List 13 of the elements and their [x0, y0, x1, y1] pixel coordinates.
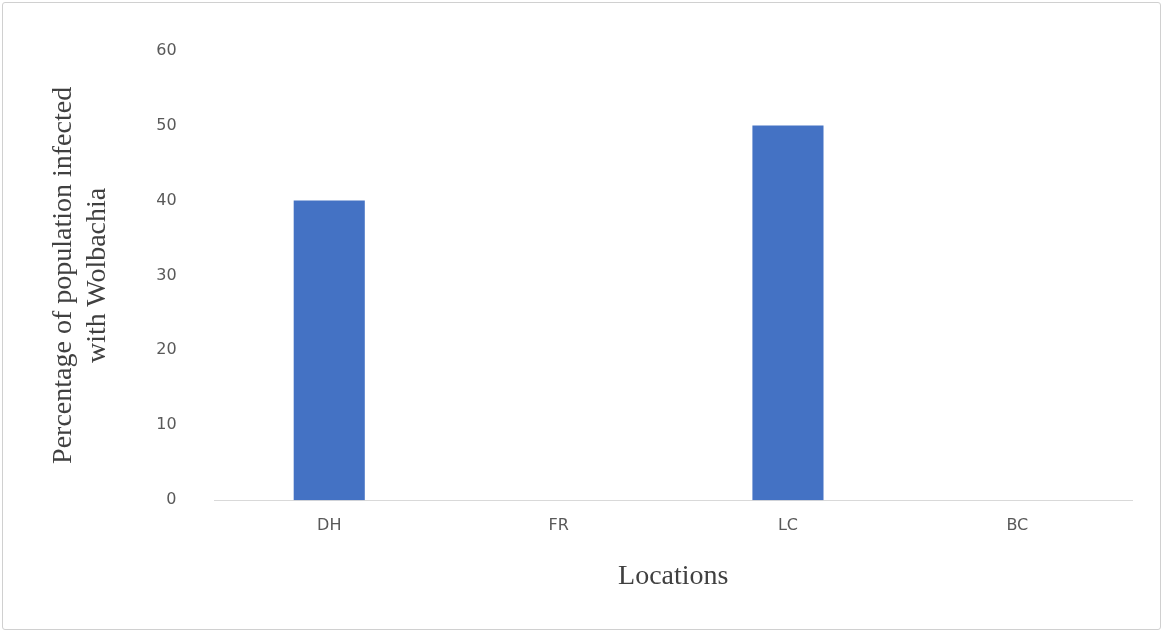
x-tick-label: BC	[1006, 514, 1029, 534]
y-tick-label: 20	[156, 339, 177, 359]
y-axis-title: Percentage of population infected with Wolbachia	[46, 86, 111, 464]
x-axis-title: Locations	[618, 558, 729, 590]
y-tick-label: 60	[156, 39, 177, 59]
x-tick-label: FR	[548, 514, 569, 534]
y-tick-label: 40	[156, 189, 177, 209]
x-tick-label: LC	[777, 514, 799, 534]
y-tick-label: 10	[156, 414, 177, 434]
y-tick-label: 50	[156, 114, 177, 134]
y-tick-label: 0	[166, 489, 177, 509]
y-tick-label: 30	[156, 264, 177, 284]
x-tick-label: DH	[317, 514, 342, 534]
